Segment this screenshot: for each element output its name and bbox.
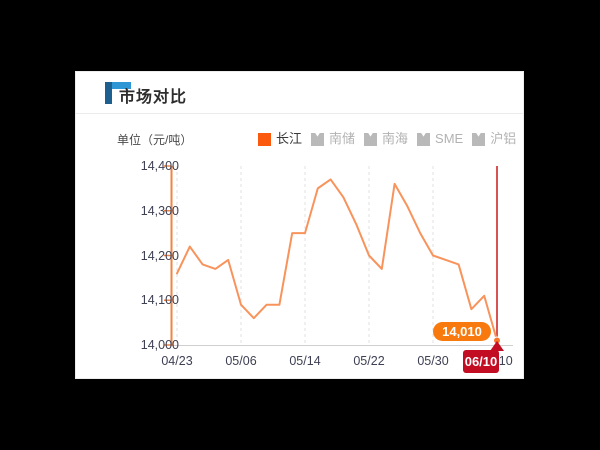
header-divider xyxy=(76,113,523,114)
x-axis-label: 05/14 xyxy=(289,354,321,368)
unit-label: 单位（元/吨） xyxy=(117,133,193,147)
legend-swatch-notched-icon xyxy=(472,132,486,146)
title-corner-accent-icon xyxy=(105,82,131,104)
legend-item-SME[interactable]: SME xyxy=(417,132,463,146)
date-badge: 06/10 xyxy=(463,350,499,373)
x-axis-label: 05/22 xyxy=(353,354,385,368)
legend-swatch-notched-icon xyxy=(417,132,431,146)
x-axis-label: 05/06 xyxy=(225,354,257,368)
legend-item-南海[interactable]: 南海 xyxy=(364,132,408,146)
date-badge-caret xyxy=(490,341,504,351)
legend-label: 南储 xyxy=(329,131,356,146)
x-axis-label: 04/23 xyxy=(161,354,193,368)
market-comparison-card: 市场对比 单位（元/吨） 长江 南储 南海 SME 沪铝 14,000 14,100 14,… xyxy=(75,71,524,379)
y-axis-label: 14,200 xyxy=(140,248,179,263)
legend-swatch-icon xyxy=(258,132,271,146)
legend-item-长江[interactable]: 长江 xyxy=(258,132,302,146)
y-axis-label: 14,400 xyxy=(140,159,179,173)
legend-item-南储[interactable]: 南储 xyxy=(311,132,355,146)
page-title: 市场对比 xyxy=(119,89,188,106)
chart-legend: 长江 南储 南海 SME 沪铝 xyxy=(258,131,516,147)
series-line-changjiang[interactable] xyxy=(176,178,498,342)
legend-label: 长江 xyxy=(276,131,303,146)
x-axis-label: 05/30 xyxy=(417,354,449,368)
legend-label: 沪铝 xyxy=(490,131,517,146)
legend-swatch-notched-icon xyxy=(364,132,378,146)
legend-label: 南海 xyxy=(382,131,409,146)
y-axis-label: 14,100 xyxy=(140,293,179,308)
y-axis-label: 14,000 xyxy=(140,338,179,352)
y-axis-label: 14,300 xyxy=(140,203,179,218)
legend-item-沪铝[interactable]: 沪铝 xyxy=(472,132,516,146)
chart-plot-area[interactable] xyxy=(76,72,525,380)
value-tooltip: 14,010 xyxy=(433,322,491,341)
legend-label: SME xyxy=(435,131,464,146)
legend-swatch-notched-icon xyxy=(311,132,325,146)
